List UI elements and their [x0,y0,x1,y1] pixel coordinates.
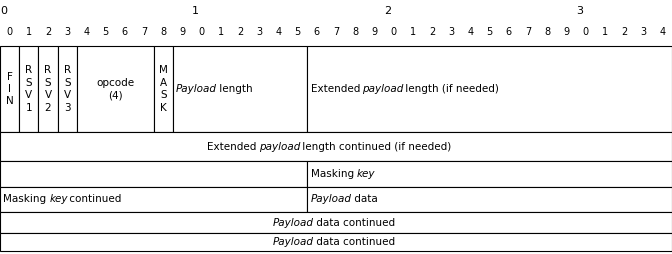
Text: 1: 1 [26,27,32,37]
Text: Payload: Payload [273,237,314,247]
Text: 9: 9 [179,27,185,37]
Text: length continued (if needed): length continued (if needed) [299,142,451,152]
Text: 2: 2 [384,6,391,17]
Bar [0,161,307,187]
Text: 9: 9 [563,27,569,37]
Text: 8: 8 [352,27,358,37]
Bar [0,233,672,251]
Text: data continued: data continued [313,217,395,228]
Text: continued: continued [67,194,122,204]
Bar [0,46,19,132]
Text: 5: 5 [487,27,493,37]
Bar [38,46,58,132]
Bar [0,132,672,161]
Text: 3: 3 [640,27,646,37]
Bar [0,212,672,233]
Text: key: key [356,169,375,179]
Text: 8: 8 [160,27,166,37]
Text: 1: 1 [410,27,416,37]
Text: 1: 1 [218,27,224,37]
Text: payload: payload [362,84,403,94]
Text: M
A
S
K: M A S K [159,65,167,113]
Text: 3: 3 [576,6,583,17]
Text: 3: 3 [64,27,71,37]
Text: data: data [351,194,378,204]
Text: 5: 5 [102,27,109,37]
Text: 4: 4 [276,27,282,37]
Bar [307,161,672,187]
Text: Payload: Payload [310,194,351,204]
Text: data continued: data continued [313,237,395,247]
Text: 4: 4 [659,27,665,37]
Bar [154,46,173,132]
Text: 5: 5 [294,27,301,37]
Text: length: length [216,84,253,94]
Text: 9: 9 [372,27,378,37]
Text: R
S
V
2: R S V 2 [44,65,52,113]
Text: 2: 2 [45,27,51,37]
Text: 6: 6 [122,27,128,37]
Text: 3: 3 [256,27,262,37]
Text: Payload: Payload [176,84,217,94]
Text: 7: 7 [525,27,531,37]
Text: key: key [49,194,68,204]
Text: 0: 0 [198,27,205,37]
Text: 6: 6 [314,27,320,37]
Text: 2: 2 [429,27,435,37]
Bar [173,46,307,132]
Text: 2: 2 [621,27,627,37]
Text: 1: 1 [601,27,608,37]
Text: R
S
V
3: R S V 3 [64,65,71,113]
Text: opcode
(4): opcode (4) [96,78,134,100]
Bar [19,46,38,132]
Text: 0: 0 [583,27,589,37]
Text: 2: 2 [237,27,243,37]
Text: 0: 0 [390,27,396,37]
Bar [77,46,154,132]
Bar [0,187,307,212]
Text: 7: 7 [141,27,147,37]
Bar [307,46,672,132]
Text: length (if needed): length (if needed) [403,84,499,94]
Text: Masking: Masking [310,169,357,179]
Text: 1: 1 [192,6,199,17]
Text: Payload: Payload [273,217,314,228]
Bar [58,46,77,132]
Text: 4: 4 [83,27,89,37]
Text: Extended: Extended [207,142,259,152]
Text: payload: payload [259,142,300,152]
Text: 8: 8 [544,27,550,37]
Text: Extended: Extended [310,84,363,94]
Bar [307,187,672,212]
Text: 6: 6 [506,27,512,37]
Text: Masking: Masking [3,194,50,204]
Text: 0: 0 [7,27,13,37]
Text: R
S
V
1: R S V 1 [26,65,32,113]
Text: F
I
N: F I N [6,71,13,106]
Text: 3: 3 [448,27,454,37]
Text: 7: 7 [333,27,339,37]
Text: 0: 0 [0,6,7,17]
Text: 4: 4 [467,27,474,37]
